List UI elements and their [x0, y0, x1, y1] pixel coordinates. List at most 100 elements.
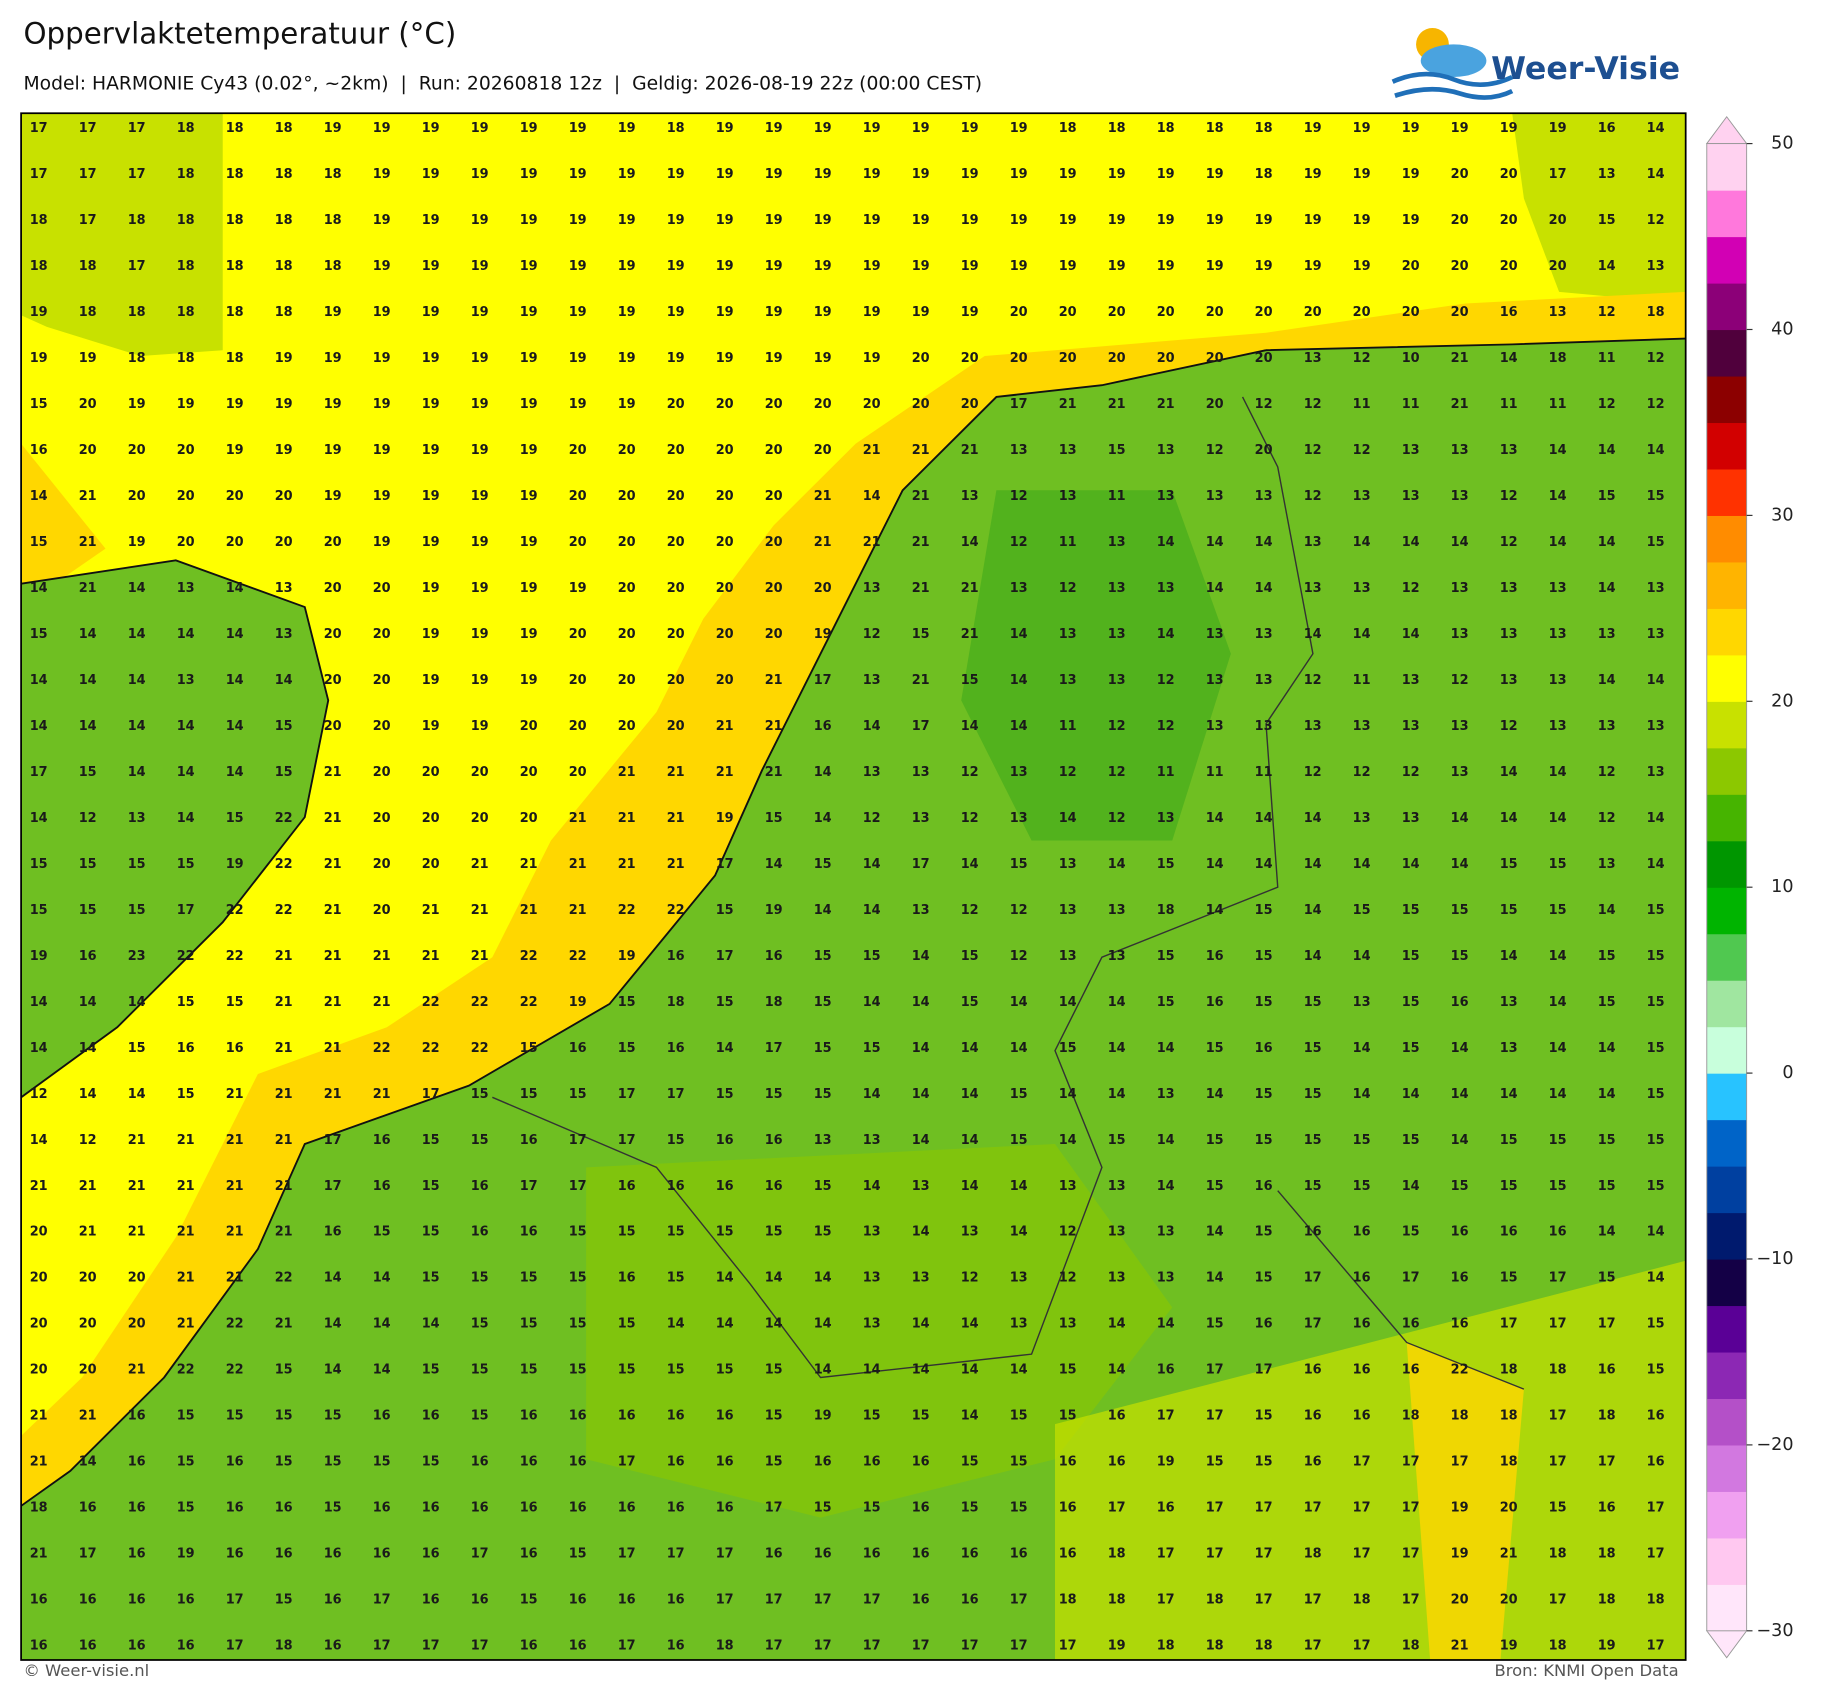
temperature-value: 20: [1108, 305, 1126, 320]
temperature-value: 13: [1255, 673, 1273, 688]
temperature-value: 17: [1647, 1501, 1665, 1516]
temperature-value: 11: [1255, 765, 1273, 780]
temperature-value: 15: [961, 995, 979, 1010]
temperature-value: 17: [1402, 1593, 1420, 1608]
temperature-value: 16: [863, 1455, 881, 1470]
temperature-value: 17: [1255, 1363, 1273, 1378]
temperature-value: 19: [1353, 259, 1371, 274]
temperature-value: 16: [275, 1547, 293, 1562]
temperature-value: 14: [1598, 673, 1616, 688]
temperature-value: 18: [226, 351, 244, 366]
temperature-value: 14: [30, 1133, 48, 1148]
temperature-value: 22: [520, 995, 538, 1010]
temperature-value: 16: [128, 1593, 146, 1608]
temperature-value: 19: [520, 397, 538, 412]
temperature-value: 19: [471, 259, 489, 274]
temperature-value: 15: [1108, 1133, 1126, 1148]
temperature-value: 20: [275, 535, 293, 550]
temperature-value: 14: [961, 719, 979, 734]
temperature-value: 16: [961, 1593, 979, 1608]
temperature-value: 14: [177, 719, 195, 734]
temperature-value: 20: [324, 719, 342, 734]
temperature-value: 14: [912, 995, 930, 1010]
temperature-value: 21: [177, 1317, 195, 1332]
temperature-value: 15: [1255, 1455, 1273, 1470]
temperature-value: 19: [667, 305, 685, 320]
temperature-value: 15: [1304, 995, 1322, 1010]
temperature-value: 21: [79, 489, 97, 504]
temperature-value: 18: [324, 213, 342, 228]
temperature-value: 17: [1353, 1501, 1371, 1516]
temperature-value: 17: [324, 1179, 342, 1194]
temperature-value: 19: [226, 857, 244, 872]
temperature-value: 15: [177, 995, 195, 1010]
temperature-value: 19: [30, 949, 48, 964]
temperature-value: 16: [618, 1501, 636, 1516]
temperature-value: 14: [1451, 857, 1469, 872]
temperature-value: 19: [520, 213, 538, 228]
temperature-value: 17: [765, 1593, 783, 1608]
temperature-value: 13: [1010, 443, 1028, 458]
temperature-value: 18: [1549, 1547, 1567, 1562]
temperature-value: 13: [1402, 719, 1420, 734]
temperature-value: 21: [471, 903, 489, 918]
temperature-value: 14: [1647, 1225, 1665, 1240]
temperature-value: 15: [569, 1363, 587, 1378]
temperature-value: 20: [961, 351, 979, 366]
temperature-value: 15: [1157, 995, 1175, 1010]
temperature-value: 13: [1108, 949, 1126, 964]
temperature-value: 14: [1451, 535, 1469, 550]
temperature-value: 13: [1500, 443, 1518, 458]
temperature-value: 15: [569, 1271, 587, 1286]
temperature-value: 13: [912, 765, 930, 780]
temperature-value: 20: [1402, 259, 1420, 274]
temperature-value: 19: [1402, 121, 1420, 136]
temperature-value: 15: [373, 1455, 391, 1470]
temperature-value: 19: [765, 903, 783, 918]
temperature-value: 16: [226, 1547, 244, 1562]
temperature-value: 13: [1451, 627, 1469, 642]
temperature-value: 14: [1255, 581, 1273, 596]
temperature-value: 15: [520, 1041, 538, 1056]
temperature-value: 20: [373, 857, 391, 872]
temperature-value: 19: [961, 167, 979, 182]
temperature-value: 19: [912, 259, 930, 274]
temperature-value: 18: [1157, 1639, 1175, 1654]
temperature-value: 13: [1206, 627, 1224, 642]
temperature-value: 16: [226, 1041, 244, 1056]
temperature-value: 13: [1157, 811, 1175, 826]
temperature-value: 15: [1255, 903, 1273, 918]
temperature-value: 14: [1353, 1041, 1371, 1056]
temperature-value: 15: [1402, 1133, 1420, 1148]
temperature-value: 21: [961, 581, 979, 596]
temperature-value: 17: [618, 1639, 636, 1654]
temperature-value: 20: [912, 397, 930, 412]
temperature-value: 19: [373, 121, 391, 136]
temperature-value: 17: [1255, 1501, 1273, 1516]
temperature-value: 12: [1255, 397, 1273, 412]
temperature-value: 16: [1353, 1317, 1371, 1332]
temperature-value: 17: [1353, 1455, 1371, 1470]
temperature-value: 20: [765, 443, 783, 458]
temperature-value: 14: [1157, 627, 1175, 642]
temperature-value: 20: [1108, 351, 1126, 366]
temperature-value: 19: [961, 121, 979, 136]
temperature-value: 21: [324, 765, 342, 780]
colorbar-tick-label: −30: [1756, 1621, 1793, 1641]
temperature-value: 19: [1451, 1501, 1469, 1516]
colorbar-segment: [1706, 654, 1747, 702]
temperature-value: 14: [814, 1363, 832, 1378]
temperature-value: 21: [863, 535, 881, 550]
temperature-value: 16: [1206, 949, 1224, 964]
temperature-value: 15: [1451, 949, 1469, 964]
temperature-value: 17: [814, 1593, 832, 1608]
temperature-value: 17: [716, 1547, 734, 1562]
temperature-value: 17: [1549, 1455, 1567, 1470]
temperature-value: 20: [863, 397, 881, 412]
temperature-value: 14: [814, 811, 832, 826]
temperature-value: 14: [863, 1363, 881, 1378]
temperature-value: 14: [961, 1317, 979, 1332]
temperature-value: 17: [1010, 397, 1028, 412]
temperature-value: 21: [275, 1317, 293, 1332]
temperature-value: 15: [961, 1455, 979, 1470]
